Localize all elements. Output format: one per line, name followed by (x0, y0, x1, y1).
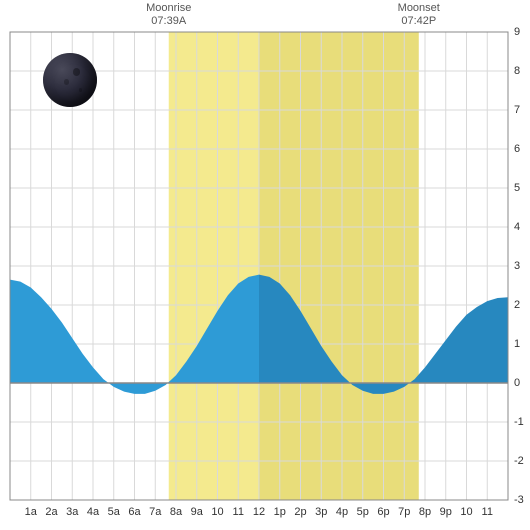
y-tick-label: -1 (514, 416, 524, 428)
moonset-label: Moonset (389, 2, 449, 15)
moon-phase-icon (43, 53, 97, 107)
tide-chart: Moonrise 07:39A Moonset 07:42P 1a 2a 3a 4a 5… (0, 0, 530, 530)
y-tick-label: 8 (514, 65, 520, 77)
x-tick-label: 5p (357, 506, 369, 518)
y-tick-label: 5 (514, 182, 520, 194)
y-tick-label: 2 (514, 299, 520, 311)
y-tick-label: -3 (514, 494, 524, 506)
x-tick-label: 1a (25, 506, 37, 518)
y-tick-label: 9 (514, 26, 520, 38)
moonrise-annotation: Moonrise 07:39A (139, 2, 199, 28)
x-tick-label: 7p (398, 506, 410, 518)
x-tick-label: 4a (87, 506, 99, 518)
x-axis-labels: 1a 2a 3a 4a 5a 6a 7a 8a 9a 10 11 12 1p 2p 3p 4p 5p 6p 7p 8p… (0, 506, 530, 526)
y-axis-labels: -3 -2 -1 0 1 2 3 4 5 6 7 8 9 (514, 0, 530, 530)
x-tick-label: 10 (211, 506, 223, 518)
x-tick-label: 11 (482, 506, 493, 518)
x-tick-label: 5a (108, 506, 120, 518)
y-tick-label: 7 (514, 104, 520, 116)
moonset-annotation: Moonset 07:42P (389, 2, 449, 28)
moonrise-label: Moonrise (139, 2, 199, 15)
x-tick-label: 3p (315, 506, 327, 518)
x-tick-label: 12 (253, 506, 265, 518)
y-tick-label: 3 (514, 260, 520, 272)
x-tick-label: 10 (460, 506, 472, 518)
x-tick-label: 3a (66, 506, 78, 518)
x-tick-label: 4p (336, 506, 348, 518)
x-tick-label: 9p (440, 506, 452, 518)
y-tick-label: 4 (514, 221, 520, 233)
y-tick-label: 1 (514, 338, 520, 350)
y-tick-label: -2 (514, 455, 524, 467)
x-tick-label: 2a (45, 506, 57, 518)
x-tick-label: 9a (191, 506, 203, 518)
moonset-value: 07:42P (389, 15, 449, 28)
y-tick-label: 0 (514, 377, 520, 389)
x-tick-label: 2p (294, 506, 306, 518)
x-tick-label: 1p (274, 506, 286, 518)
x-tick-label: 7a (149, 506, 161, 518)
moonrise-value: 07:39A (139, 15, 199, 28)
y-tick-label: 6 (514, 143, 520, 155)
x-tick-label: 8a (170, 506, 182, 518)
x-tick-label: 11 (233, 506, 244, 518)
x-tick-label: 6p (377, 506, 389, 518)
x-tick-label: 8p (419, 506, 431, 518)
x-tick-label: 6a (128, 506, 140, 518)
